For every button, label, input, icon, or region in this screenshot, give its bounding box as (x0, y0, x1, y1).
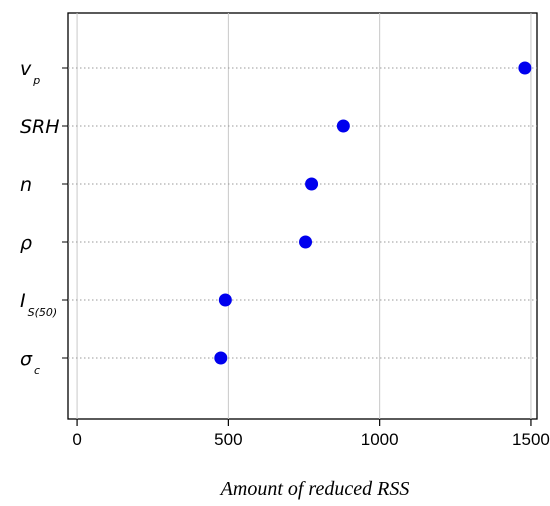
data-point (214, 351, 228, 365)
x-tick-label: 1000 (361, 430, 399, 449)
y-category-label: vp (20, 58, 40, 87)
data-point (305, 177, 319, 191)
data-point (218, 293, 232, 307)
y-category-label: σc (20, 348, 40, 377)
data-point (299, 235, 313, 249)
y-category-label: SRH (20, 116, 60, 138)
y-category-label: n (20, 174, 32, 196)
data-point (518, 61, 532, 75)
horizontal-gridlines (68, 67, 537, 359)
x-axis: 0 500 1000 1500 (62, 67, 550, 449)
x-tick-label: 1500 (512, 430, 550, 449)
data-points (214, 61, 532, 365)
y-category-label: ρ (20, 232, 32, 254)
x-tick-label: 0 (72, 430, 81, 449)
vertical-gridlines (76, 13, 532, 419)
y-axis-labels: vp SRH n ρ IS(50) σc (20, 58, 60, 377)
x-tick-label: 500 (214, 430, 242, 449)
y-category-label: IS(50) (20, 290, 57, 319)
data-point (336, 119, 350, 133)
plot-frame (67, 12, 538, 420)
x-axis-title: Amount of reduced RSS (219, 478, 410, 500)
